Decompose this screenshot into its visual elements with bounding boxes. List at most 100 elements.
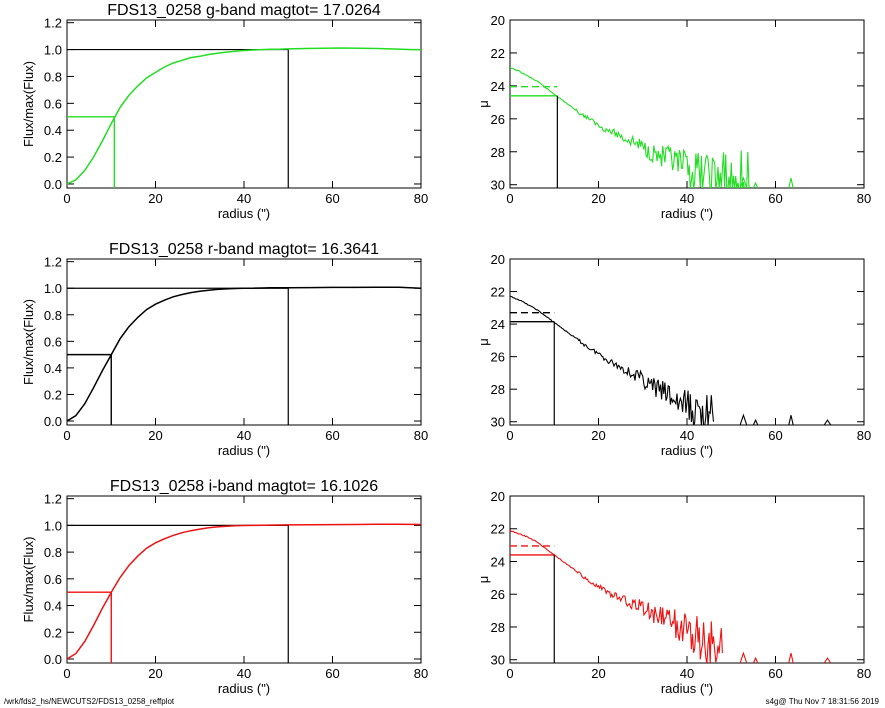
y-tick-label: 0.2 xyxy=(44,625,62,640)
x-tick-label: 60 xyxy=(325,428,339,443)
x-tick-label: 20 xyxy=(148,191,162,206)
y-tick-label: 28 xyxy=(491,145,505,160)
sb-profile-outer-fragment xyxy=(739,176,748,188)
timestamp-label: s4g@ Thu Nov 7 18:31:56 2019 xyxy=(765,697,879,706)
x-tick-label: 0 xyxy=(506,428,513,443)
y-tick-label: 1.0 xyxy=(44,43,62,58)
x-tick-label: 60 xyxy=(768,666,782,681)
x-tick-label: 20 xyxy=(591,428,605,443)
x-tick-label: 40 xyxy=(680,428,694,443)
x-tick-label: 60 xyxy=(325,191,339,206)
y-tick-label: 28 xyxy=(491,382,505,397)
x-tick-label: 20 xyxy=(591,666,605,681)
x-tick-label: 0 xyxy=(63,428,70,443)
y-tick-label: 26 xyxy=(491,112,505,127)
plot-area xyxy=(67,523,421,663)
y-tick-label: 20 xyxy=(491,489,505,504)
y-tick-label: 0.6 xyxy=(44,96,62,111)
x-axis-label: radius (") xyxy=(661,443,713,458)
x-axis-label: radius (") xyxy=(661,206,713,221)
x-tick-label: 60 xyxy=(768,428,782,443)
plot-frame xyxy=(66,258,422,426)
x-tick-label: 80 xyxy=(857,191,871,206)
x-tick-label: 0 xyxy=(63,666,70,681)
x-tick-label: 40 xyxy=(237,191,251,206)
panel-i-growth-curve: 0 20 40 60 80 0.0 0.2 0.4 0.6 0.8 1.0 1.2 radius (")… xyxy=(21,478,428,696)
x-tick-label: 80 xyxy=(857,428,871,443)
y-tick-label: 0.0 xyxy=(44,414,62,429)
chart-title: FDS13_0258 r-band magtot= 16.3641 xyxy=(109,241,379,258)
y-tick-label: 30 xyxy=(491,653,505,668)
y-tick-label: 1.0 xyxy=(44,281,62,296)
x-tick-label: 60 xyxy=(768,191,782,206)
file-path-label: /wrk/fds2_hs/NEWCUTS2/FDS13_0258_reffplo… xyxy=(4,697,175,706)
sb-profile-outer-fragment xyxy=(823,419,832,425)
y-tick-label: 26 xyxy=(491,350,505,365)
y-tick-label: 28 xyxy=(491,620,505,635)
y-tick-label: 22 xyxy=(491,285,505,300)
sb-profile-outer-fragment xyxy=(788,177,794,188)
y-tick-label: 22 xyxy=(491,46,505,61)
x-tick-label: 80 xyxy=(414,666,428,681)
y-tick-label: 0.4 xyxy=(44,123,62,138)
x-axis-label: radius (") xyxy=(218,206,270,221)
y-tick-label: 0.4 xyxy=(44,361,62,376)
x-axis-label: radius (") xyxy=(218,681,270,696)
x-tick-label: 20 xyxy=(591,191,605,206)
x-tick-label: 40 xyxy=(237,428,251,443)
plot-frame xyxy=(509,495,865,664)
y-axis-label: Flux/max(Flux) xyxy=(21,61,36,147)
plot-frame xyxy=(66,19,422,189)
plot-area xyxy=(67,47,421,188)
sb-profile-outer-fragment xyxy=(788,415,794,425)
y-tick-label: 1.0 xyxy=(44,518,62,533)
panel-i-sb-profile: 0 20 40 60 80 20 22 24 26 28 30 radius (") μ xyxy=(476,489,871,696)
plot-area xyxy=(510,529,832,663)
y-tick-label: 24 xyxy=(491,554,505,569)
chart-title: FDS13_0258 i-band magtot= 16.1026 xyxy=(110,478,378,495)
growth-curve xyxy=(67,523,421,660)
y-axis-label: μ xyxy=(476,576,491,584)
x-tick-label: 40 xyxy=(237,666,251,681)
y-tick-label: 30 xyxy=(491,178,505,193)
x-tick-label: 0 xyxy=(506,191,513,206)
y-tick-label: 1.2 xyxy=(44,255,62,270)
x-tick-label: 60 xyxy=(325,666,339,681)
y-tick-label: 30 xyxy=(491,415,505,430)
y-axis-label: Flux/max(Flux) xyxy=(21,299,36,385)
y-tick-label: 20 xyxy=(491,252,505,267)
plot-area xyxy=(510,66,794,188)
plot-area xyxy=(510,295,832,425)
y-tick-label: 0.8 xyxy=(44,545,62,560)
plot-frame xyxy=(66,495,422,664)
y-tick-label: 26 xyxy=(491,587,505,602)
y-tick-label: 0.8 xyxy=(44,69,62,84)
sb-profile-outer-fragment xyxy=(823,657,832,663)
y-axis-label: μ xyxy=(476,338,491,346)
sb-profile-outer-fragment xyxy=(788,653,794,663)
y-tick-label: 24 xyxy=(491,79,505,94)
panel-r-growth-curve: 0 20 40 60 80 0.0 0.2 0.4 0.6 0.8 1.0 1.2 radius (")… xyxy=(21,241,428,458)
y-tick-label: 0.6 xyxy=(44,572,62,587)
panel-g-sb-profile: 0 20 40 60 80 20 22 24 26 28 30 radius (") μ xyxy=(476,13,871,221)
y-axis-label: μ xyxy=(476,100,491,108)
y-tick-label: 20 xyxy=(491,13,505,28)
y-tick-label: 0.2 xyxy=(44,387,62,402)
x-tick-label: 40 xyxy=(680,191,694,206)
y-tick-label: 1.2 xyxy=(44,492,62,507)
x-tick-label: 80 xyxy=(414,428,428,443)
y-tick-label: 0.8 xyxy=(44,308,62,323)
x-tick-label: 80 xyxy=(414,191,428,206)
y-tick-label: 0.0 xyxy=(44,652,62,667)
sb-profile-outer-fragment xyxy=(752,181,759,188)
growth-curve xyxy=(67,286,421,422)
y-tick-label: 0.6 xyxy=(44,334,62,349)
x-tick-label: 20 xyxy=(148,428,162,443)
x-axis-label: radius (") xyxy=(661,681,713,696)
x-tick-label: 0 xyxy=(63,191,70,206)
panel-r-sb-profile: 0 20 40 60 80 20 22 24 26 28 30 radius (") μ xyxy=(476,252,871,458)
y-tick-label: 1.2 xyxy=(44,16,62,31)
y-tick-label: 0.0 xyxy=(44,177,62,192)
x-tick-label: 20 xyxy=(148,666,162,681)
